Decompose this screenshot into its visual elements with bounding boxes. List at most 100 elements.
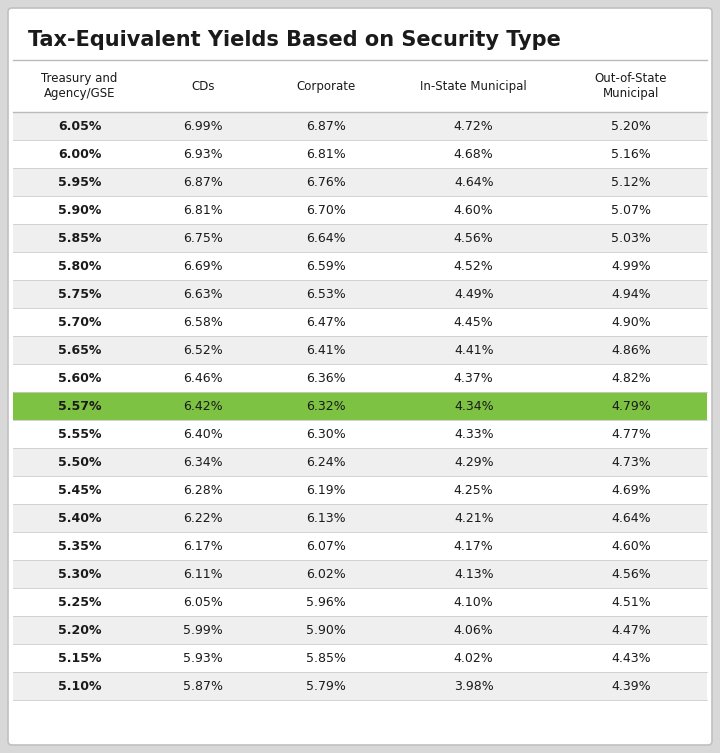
Text: 5.35%: 5.35% — [58, 539, 102, 553]
Text: 5.12%: 5.12% — [611, 175, 651, 188]
Text: 5.60%: 5.60% — [58, 371, 102, 385]
Text: 5.07%: 5.07% — [611, 203, 651, 217]
Text: 4.64%: 4.64% — [454, 175, 493, 188]
Text: 4.73%: 4.73% — [611, 456, 651, 468]
Text: 5.57%: 5.57% — [58, 400, 102, 413]
Text: 4.60%: 4.60% — [454, 203, 494, 217]
Bar — [13, 420, 707, 448]
Text: 6.63%: 6.63% — [183, 288, 222, 300]
Bar — [13, 616, 707, 644]
Text: 4.34%: 4.34% — [454, 400, 493, 413]
Text: 4.17%: 4.17% — [454, 539, 494, 553]
Text: 5.40%: 5.40% — [58, 511, 102, 525]
Text: 6.93%: 6.93% — [183, 148, 222, 160]
Text: 5.50%: 5.50% — [58, 456, 102, 468]
Text: 6.00%: 6.00% — [58, 148, 102, 160]
Text: 5.45%: 5.45% — [58, 483, 102, 496]
Text: 5.87%: 5.87% — [183, 679, 223, 693]
Text: Tax-Equivalent Yields Based on Security Type: Tax-Equivalent Yields Based on Security … — [28, 30, 561, 50]
Bar — [13, 280, 707, 308]
Text: 6.36%: 6.36% — [307, 371, 346, 385]
Text: 6.34%: 6.34% — [183, 456, 222, 468]
Text: 5.20%: 5.20% — [611, 120, 651, 133]
Text: Treasury and
Agency/GSE: Treasury and Agency/GSE — [41, 72, 117, 100]
Text: 4.29%: 4.29% — [454, 456, 493, 468]
Text: 6.81%: 6.81% — [307, 148, 346, 160]
Text: 5.16%: 5.16% — [611, 148, 651, 160]
Text: 6.11%: 6.11% — [183, 568, 222, 581]
Bar — [13, 532, 707, 560]
Text: 6.02%: 6.02% — [307, 568, 346, 581]
Bar — [13, 644, 707, 672]
Text: 5.90%: 5.90% — [58, 203, 102, 217]
Text: 4.10%: 4.10% — [454, 596, 494, 608]
Text: 3.98%: 3.98% — [454, 679, 494, 693]
Text: 4.56%: 4.56% — [611, 568, 651, 581]
Text: 6.05%: 6.05% — [58, 120, 102, 133]
Text: 6.52%: 6.52% — [183, 343, 222, 356]
Text: 4.56%: 4.56% — [454, 231, 494, 245]
Bar — [13, 364, 707, 392]
Text: 4.77%: 4.77% — [611, 428, 651, 441]
Text: 6.70%: 6.70% — [306, 203, 346, 217]
Text: 4.45%: 4.45% — [454, 316, 494, 328]
Text: 5.65%: 5.65% — [58, 343, 102, 356]
Text: Out-of-State
Municipal: Out-of-State Municipal — [595, 72, 667, 100]
Bar — [13, 448, 707, 476]
Text: 5.15%: 5.15% — [58, 651, 102, 664]
Text: 4.94%: 4.94% — [611, 288, 651, 300]
Bar — [13, 308, 707, 336]
Bar — [13, 140, 707, 168]
Text: 6.76%: 6.76% — [307, 175, 346, 188]
Bar — [13, 336, 707, 364]
Text: 6.41%: 6.41% — [307, 343, 346, 356]
Text: 6.53%: 6.53% — [307, 288, 346, 300]
Text: 6.87%: 6.87% — [183, 175, 222, 188]
Bar — [13, 196, 707, 224]
Text: 5.93%: 5.93% — [183, 651, 222, 664]
Text: 5.25%: 5.25% — [58, 596, 102, 608]
Text: 6.58%: 6.58% — [183, 316, 222, 328]
Text: 6.40%: 6.40% — [183, 428, 222, 441]
Text: 4.02%: 4.02% — [454, 651, 494, 664]
Text: Corporate: Corporate — [297, 80, 356, 93]
Text: 5.80%: 5.80% — [58, 260, 102, 273]
Text: 5.10%: 5.10% — [58, 679, 102, 693]
Text: 5.85%: 5.85% — [58, 231, 102, 245]
Text: 4.79%: 4.79% — [611, 400, 651, 413]
Bar — [13, 476, 707, 504]
Text: 5.90%: 5.90% — [306, 623, 346, 636]
FancyBboxPatch shape — [8, 8, 712, 745]
Text: 5.79%: 5.79% — [306, 679, 346, 693]
Bar — [13, 504, 707, 532]
Text: 6.64%: 6.64% — [307, 231, 346, 245]
Bar — [13, 672, 707, 700]
Text: 6.13%: 6.13% — [307, 511, 346, 525]
Text: 6.99%: 6.99% — [183, 120, 222, 133]
Text: 6.05%: 6.05% — [183, 596, 222, 608]
Text: 4.06%: 4.06% — [454, 623, 494, 636]
Text: 6.30%: 6.30% — [307, 428, 346, 441]
Text: 5.99%: 5.99% — [183, 623, 222, 636]
Text: 4.90%: 4.90% — [611, 316, 651, 328]
Text: 4.51%: 4.51% — [611, 596, 651, 608]
Text: 6.32%: 6.32% — [307, 400, 346, 413]
Text: 6.69%: 6.69% — [183, 260, 222, 273]
Text: 6.17%: 6.17% — [183, 539, 222, 553]
Text: 5.20%: 5.20% — [58, 623, 102, 636]
Bar — [13, 252, 707, 280]
Bar — [13, 112, 707, 140]
Text: 5.70%: 5.70% — [58, 316, 102, 328]
Text: 6.46%: 6.46% — [183, 371, 222, 385]
Text: 6.47%: 6.47% — [307, 316, 346, 328]
Bar — [13, 60, 707, 112]
Text: 4.82%: 4.82% — [611, 371, 651, 385]
Text: 6.07%: 6.07% — [306, 539, 346, 553]
Text: 4.72%: 4.72% — [454, 120, 494, 133]
Text: 4.13%: 4.13% — [454, 568, 493, 581]
Text: 4.49%: 4.49% — [454, 288, 493, 300]
Text: 5.85%: 5.85% — [306, 651, 346, 664]
Text: 6.87%: 6.87% — [306, 120, 346, 133]
Text: 4.47%: 4.47% — [611, 623, 651, 636]
Bar — [13, 392, 707, 420]
